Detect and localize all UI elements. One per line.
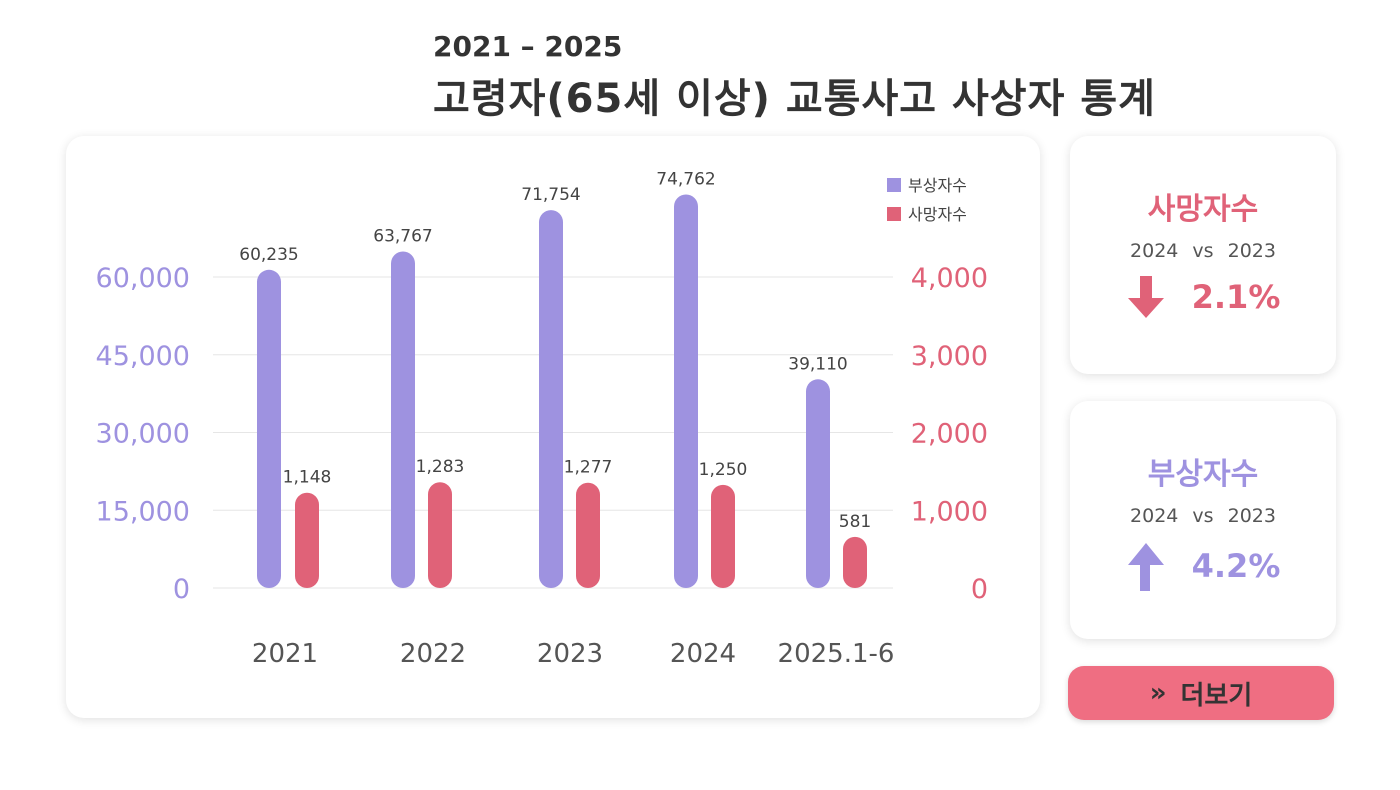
arrow-up-icon bbox=[1127, 543, 1164, 591]
deaths-bar bbox=[295, 492, 319, 588]
x-axis-label: 2025.1-6 bbox=[778, 639, 895, 669]
left-axis-tick: 15,000 bbox=[96, 496, 190, 527]
data-label: 60,235 bbox=[239, 245, 298, 265]
data-label: 1,148 bbox=[283, 468, 332, 488]
card-title: 사망자수 bbox=[1147, 192, 1259, 227]
data-label: 39,110 bbox=[788, 354, 847, 374]
deaths-bar bbox=[428, 482, 452, 588]
left-axis-tick: 30,000 bbox=[96, 419, 190, 450]
double-chevron-right-icon: » bbox=[1149, 678, 1167, 708]
x-axis-label: 2021 bbox=[252, 639, 318, 669]
x-axis-label: 2022 bbox=[400, 639, 466, 669]
data-label: 63,767 bbox=[373, 226, 432, 246]
data-label: 1,277 bbox=[564, 458, 613, 478]
deaths-summary-card: 사망자수 2024 vs 2023 2.1% bbox=[1070, 136, 1336, 374]
injured-bar bbox=[539, 210, 563, 588]
more-button-label: 더보기 bbox=[1180, 680, 1253, 711]
legend-label: 부상자수 bbox=[908, 176, 967, 195]
x-axis-label: 2024 bbox=[670, 639, 736, 669]
data-label: 1,283 bbox=[416, 457, 465, 477]
card-change: 4.2% bbox=[1191, 547, 1281, 585]
left-axis-tick: 60,000 bbox=[96, 263, 190, 294]
arrow-down-icon bbox=[1127, 276, 1164, 318]
right-axis-tick: 1,000 bbox=[911, 496, 988, 527]
injured-bar bbox=[257, 269, 281, 588]
right-axis-tick: 2,000 bbox=[911, 419, 988, 450]
card-change: 2.1% bbox=[1191, 278, 1281, 316]
data-label: 1,250 bbox=[699, 460, 748, 480]
card-title: 부상자수 bbox=[1147, 457, 1259, 492]
right-axis-tick: 0 bbox=[971, 574, 988, 605]
page-title: 고령자(65세 이상) 교통사고 사상자 통계 bbox=[433, 76, 1156, 122]
deaths-bar bbox=[843, 536, 867, 588]
right-axis-tick: 3,000 bbox=[911, 341, 988, 372]
deaths-bar bbox=[576, 482, 600, 588]
data-label: 581 bbox=[839, 512, 871, 532]
legend-swatch bbox=[887, 207, 901, 221]
x-axis-label: 2023 bbox=[537, 639, 603, 669]
card-compare: 2024 vs 2023 bbox=[1130, 505, 1276, 527]
more-button[interactable]: » 더보기 bbox=[1068, 666, 1334, 720]
legend-label: 사망자수 bbox=[908, 205, 967, 224]
chart-subtitle: 2021 – 2025 bbox=[433, 30, 623, 63]
right-axis-tick: 4,000 bbox=[911, 263, 988, 294]
injured-bar bbox=[391, 251, 415, 589]
injured-bar bbox=[674, 194, 698, 588]
data-label: 71,754 bbox=[521, 185, 580, 205]
left-axis-tick: 45,000 bbox=[96, 341, 190, 372]
injured-summary-card: 부상자수 2024 vs 2023 4.2% bbox=[1070, 401, 1336, 639]
left-axis-tick: 0 bbox=[173, 574, 190, 605]
injured-bar bbox=[806, 379, 830, 588]
legend-swatch bbox=[887, 178, 901, 192]
deaths-bar bbox=[711, 484, 735, 588]
data-label: 74,762 bbox=[656, 169, 715, 189]
card-compare: 2024 vs 2023 bbox=[1130, 240, 1276, 262]
